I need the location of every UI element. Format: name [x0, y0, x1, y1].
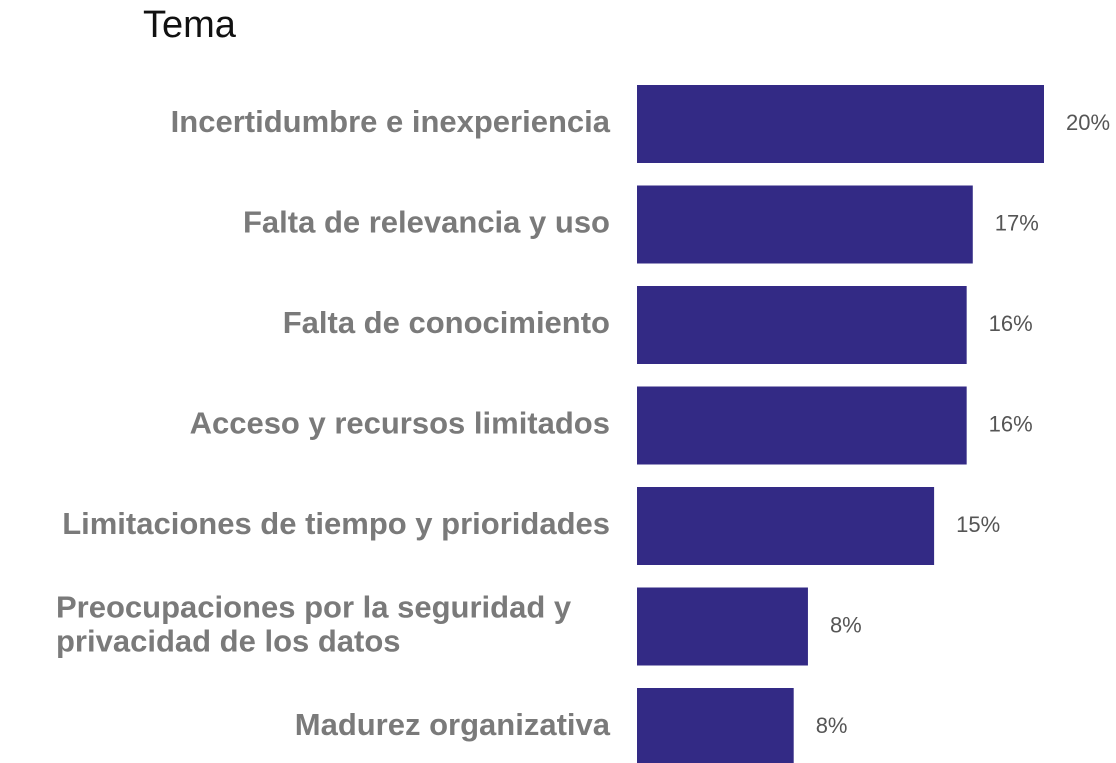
bar	[637, 286, 967, 364]
bar	[637, 588, 808, 666]
category-label: Madurez organizativa	[295, 707, 611, 742]
chart-title: Tema	[143, 4, 237, 46]
value-label: 20%	[1066, 110, 1110, 135]
bar	[637, 186, 973, 264]
category-label: Falta de relevancia y uso	[243, 205, 610, 240]
bar	[637, 487, 934, 565]
category-label: Incertidumbre e inexperiencia	[171, 104, 611, 139]
value-label: 16%	[989, 411, 1033, 436]
value-label: 15%	[956, 512, 1000, 537]
value-label: 16%	[989, 311, 1033, 336]
category-label: Falta de conocimiento	[283, 305, 610, 340]
value-label: 17%	[995, 210, 1039, 235]
category-label: Limitaciones de tiempo y prioridades	[62, 506, 610, 541]
bar	[637, 85, 1044, 163]
category-label: Acceso y recursos limitados	[190, 406, 610, 441]
chart: Tema Incertidumbre e inexperiencia 20% Fal…	[0, 0, 1116, 763]
bar	[637, 387, 967, 465]
value-label: 8%	[830, 612, 862, 637]
value-label: 8%	[816, 713, 848, 738]
bar	[637, 688, 794, 763]
